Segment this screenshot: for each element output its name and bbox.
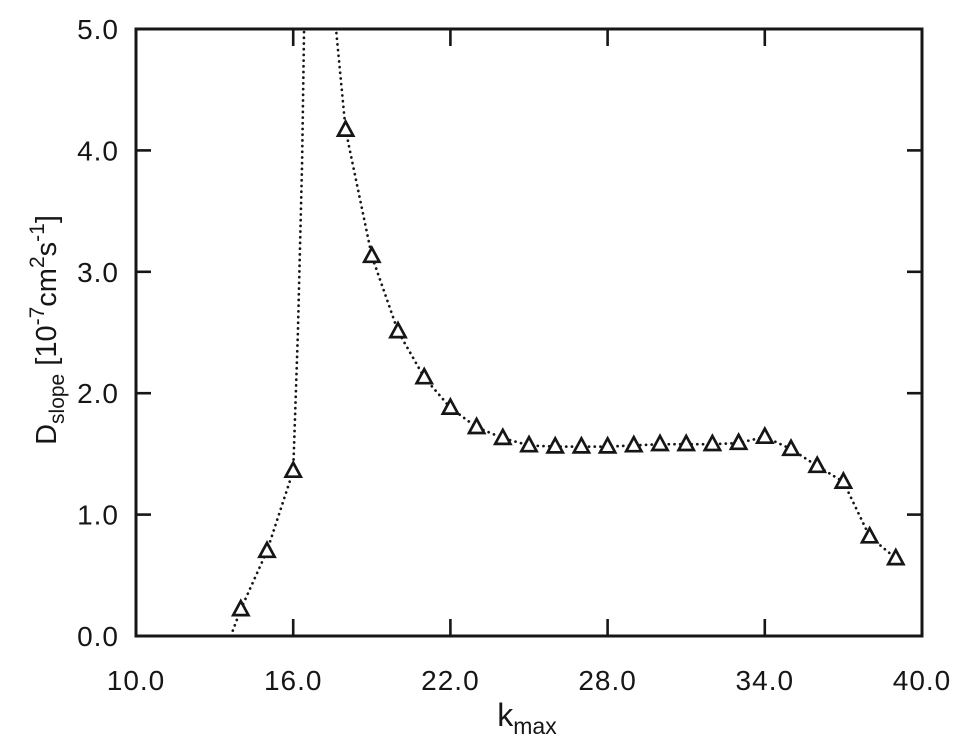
data-point-marker [492, 427, 513, 446]
data-point-marker [833, 470, 854, 489]
y-tick-label: 4.0 [77, 135, 119, 166]
data-series [229, 30, 898, 635]
data-point-marker [257, 539, 277, 559]
axis-ticks [136, 29, 922, 636]
axis-label-segment: 10 [31, 325, 63, 357]
y-tick-label: 3.0 [77, 257, 119, 288]
x-tick-label: 40.0 [893, 665, 952, 696]
data-point-marker [650, 433, 670, 452]
data-point-markers [230, 118, 906, 617]
data-point-marker [807, 454, 828, 474]
data-point-marker [388, 320, 408, 339]
data-point-marker [571, 435, 592, 454]
data-point-marker [702, 433, 723, 452]
data-point-marker [885, 547, 906, 566]
series-dotted-line [229, 30, 898, 635]
data-point-marker [728, 431, 749, 451]
axis-label-segment: cm [31, 268, 63, 307]
axis-label-segment: -1 [26, 223, 49, 242]
y-tick-label: 1.0 [77, 500, 119, 531]
data-point-marker [781, 437, 801, 457]
axis-label-segment: max [513, 713, 557, 739]
data-point-marker [859, 525, 880, 544]
plot-frame [134, 27, 924, 638]
data-point-marker [754, 425, 775, 445]
data-point-marker [283, 459, 304, 479]
x-tick-label: 22.0 [421, 665, 480, 696]
x-axis-label: kmax [497, 697, 557, 739]
axis-label-segment: ] [31, 215, 63, 223]
x-tick-labels: 10.0 16.0 22.0 28.0 34.0 40.0 [107, 665, 952, 696]
axis-label-segment: slope [46, 374, 69, 424]
y-tick-label: 0.0 [77, 621, 119, 652]
y-tick-label: 5.0 [77, 14, 119, 45]
data-point-marker [676, 433, 697, 452]
x-tick-label: 28.0 [578, 665, 637, 696]
axis-label-segment: [ [31, 358, 63, 374]
axis-label-segment: -7 [26, 307, 49, 326]
data-point-marker [230, 598, 251, 617]
axis-label-segment: 2 [26, 256, 49, 268]
data-point-marker [623, 434, 644, 453]
axis-label-segment: D [31, 424, 63, 445]
x-tick-label: 16.0 [264, 665, 323, 696]
data-point-marker [414, 366, 435, 385]
data-point-marker [466, 416, 487, 435]
axis-label-segment: k [497, 697, 514, 733]
y-tick-labels: 0.0 1.0 2.0 3.0 4.0 5.0 [77, 14, 119, 652]
y-axis-label: Dslope [10-7cm2s-1] [26, 215, 69, 445]
data-point-marker [440, 396, 461, 415]
data-point-marker [335, 118, 356, 137]
x-tick-label: 10.0 [107, 665, 166, 696]
data-point-marker [519, 434, 539, 453]
axis-label-segment: s [31, 242, 63, 257]
y-tick-label: 2.0 [77, 378, 119, 409]
data-point-marker [597, 435, 618, 454]
data-point-marker [361, 244, 382, 264]
data-point-marker [545, 435, 566, 454]
x-tick-label: 34.0 [736, 665, 795, 696]
